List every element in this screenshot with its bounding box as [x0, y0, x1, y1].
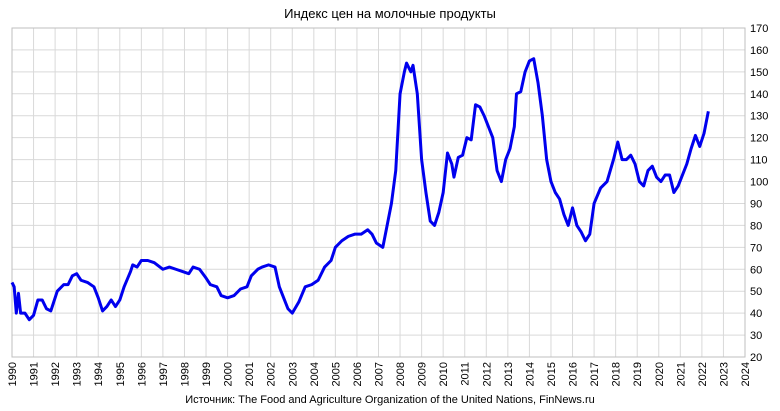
y-tick-label: 40 — [750, 308, 762, 320]
y-tick-label: 50 — [750, 286, 762, 298]
x-tick-label: 1996 — [136, 362, 148, 386]
x-tick-label: 2022 — [697, 362, 709, 386]
x-tick-label: 2003 — [287, 362, 299, 386]
y-tick-label: 110 — [750, 155, 768, 167]
x-tick-label: 1995 — [115, 362, 127, 386]
x-tick-label: 2021 — [675, 362, 687, 386]
x-tick-label: 2007 — [374, 362, 386, 386]
x-tick-label: 2015 — [546, 362, 558, 386]
x-tick-label: 1998 — [179, 362, 191, 386]
x-tick-label: 2000 — [223, 362, 235, 386]
y-tick-label: 160 — [750, 45, 768, 57]
x-tick-label: 1993 — [72, 362, 84, 386]
x-tick-label: 2024 — [740, 362, 752, 386]
y-tick-label: 30 — [750, 330, 762, 342]
x-tick-label: 2006 — [352, 362, 364, 386]
plot-border — [11, 27, 746, 358]
y-tick-label: 70 — [750, 242, 762, 254]
source: Источник: The Food and Agriculture Organ… — [185, 394, 595, 406]
x-tick-label: 2019 — [632, 362, 644, 386]
x-tick-label: 2023 — [718, 362, 730, 386]
x-tick-label: 2005 — [330, 362, 342, 386]
y-tick-label: 80 — [750, 220, 762, 232]
x-tick-label: 2016 — [568, 362, 580, 386]
x-tick-label: 2001 — [244, 362, 256, 386]
y-tick-label: 170 — [750, 23, 768, 35]
x-tick-label: 1992 — [50, 362, 62, 386]
y-tick-label: 140 — [750, 89, 768, 101]
x-tick-label: 2010 — [438, 362, 450, 386]
x-tick-label: 2020 — [654, 362, 666, 386]
x-tick-label: 1990 — [7, 362, 19, 386]
x-tick-label: 2009 — [417, 362, 429, 386]
x-tick-label: 1999 — [201, 362, 213, 386]
x-tick-label: 2012 — [481, 362, 493, 386]
x-tick-label: 2014 — [524, 362, 536, 386]
y-tick-label: 130 — [750, 111, 768, 123]
x-tick-label: 2013 — [503, 362, 515, 386]
y-tick-label: 90 — [750, 198, 762, 210]
x-tick-label: 1991 — [29, 362, 41, 386]
x-tick-label: 1994 — [93, 362, 105, 386]
y-tick-label: 60 — [750, 264, 762, 276]
y-tick-label: 120 — [750, 133, 768, 145]
chart-title: Индекс цен на молочные продукты — [284, 6, 496, 21]
x-tick-label: 2002 — [266, 362, 278, 386]
x-tick-label: 1997 — [158, 362, 170, 386]
y-tick-label: 100 — [750, 177, 768, 189]
y-tick-label: 20 — [750, 352, 762, 364]
x-tick-label: 2011 — [460, 362, 472, 386]
data-line — [10, 57, 710, 322]
x-tick-label: 2008 — [395, 362, 407, 386]
x-tick-label: 2018 — [611, 362, 623, 386]
x-tick-label: 2004 — [309, 362, 321, 386]
y-tick-label: 150 — [750, 67, 768, 79]
x-tick-label: 2017 — [589, 362, 601, 386]
